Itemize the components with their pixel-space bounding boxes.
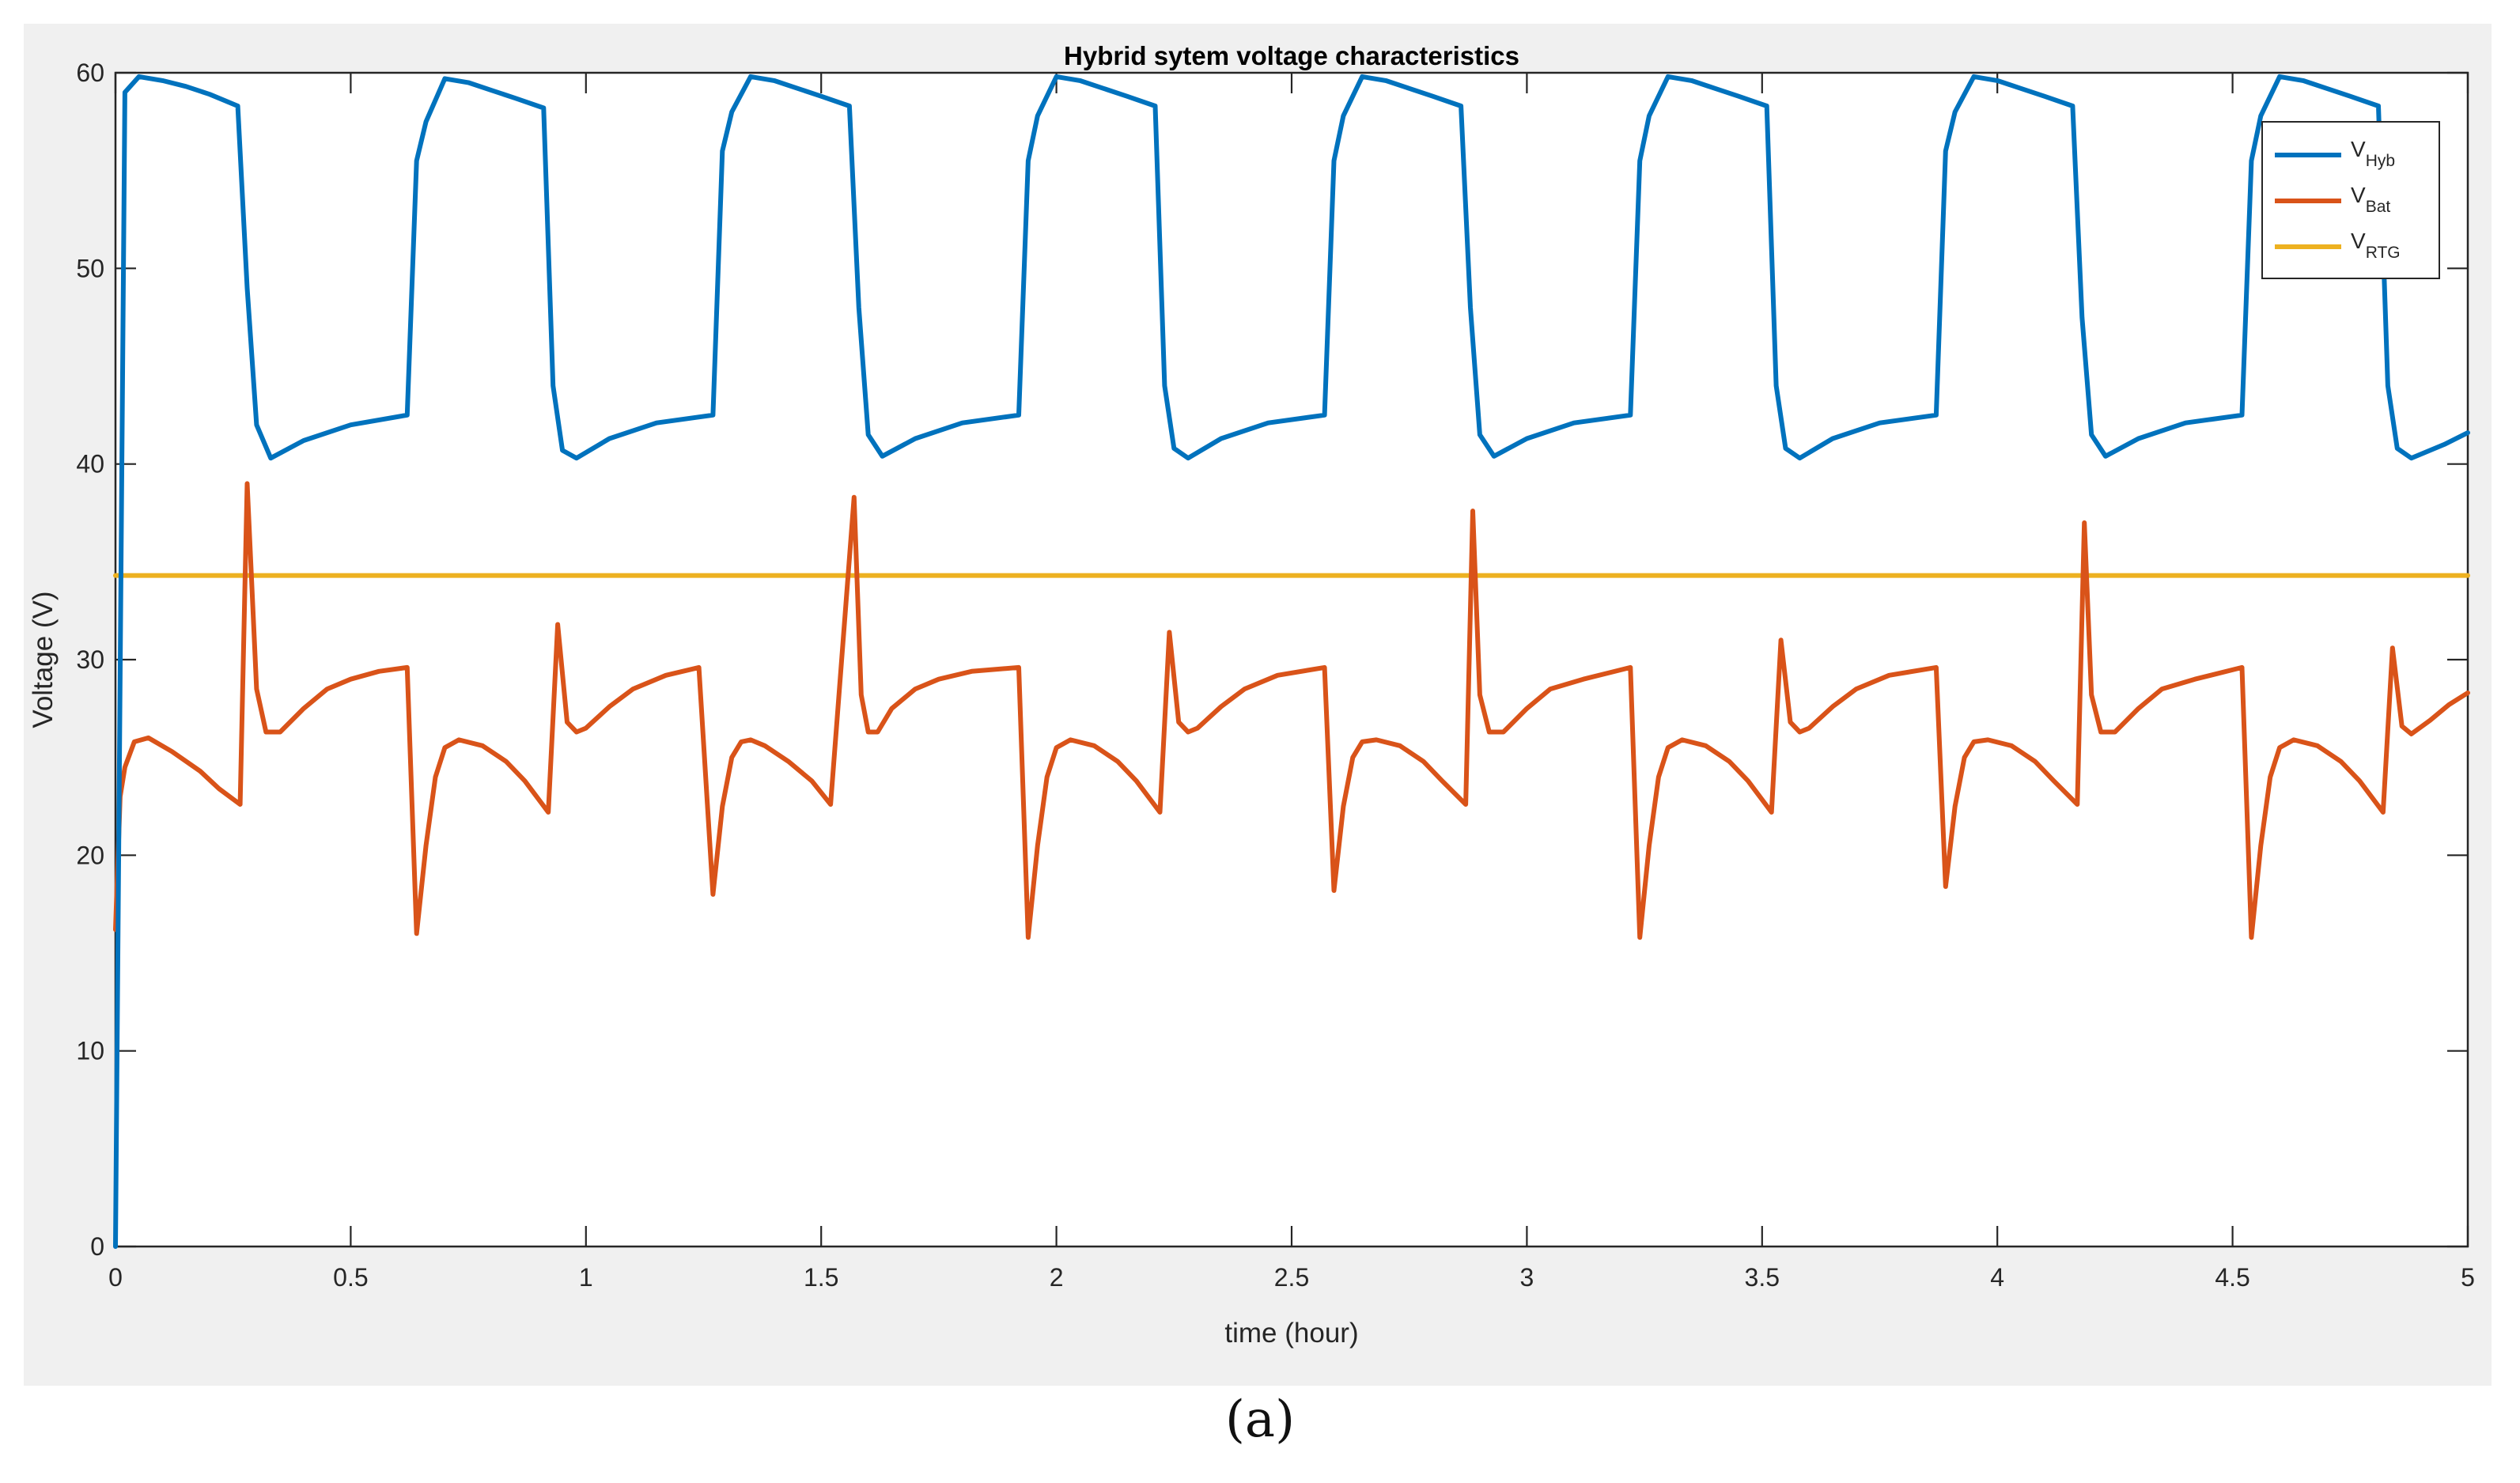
- x-tick-label: 5: [2461, 1263, 2475, 1292]
- y-tick-label: 60: [76, 59, 104, 87]
- y-tick-label: 50: [76, 254, 104, 282]
- figure-caption: (a): [1224, 1390, 1296, 1449]
- y-axis-label: Voltage (V): [28, 591, 59, 728]
- series-line-hyb: [113, 74, 2470, 1249]
- legend-label-hyb: VHyb: [2351, 137, 2395, 170]
- y-tick-label: 40: [76, 450, 104, 479]
- x-axis-label: time (hour): [1224, 1318, 1358, 1349]
- legend: VHyb VBat VRTG: [2261, 121, 2440, 279]
- x-tick-label: 1: [579, 1263, 593, 1292]
- x-tick-label: 4.5: [2215, 1263, 2249, 1292]
- x-tick-label: 3: [1520, 1263, 1534, 1292]
- x-tick-label: 2: [1050, 1263, 1064, 1292]
- series-layer: [113, 74, 2470, 1249]
- legend-label-bat: VBat: [2351, 183, 2390, 216]
- x-tick-label: 1.5: [804, 1263, 838, 1292]
- legend-label-rtg: VRTG: [2351, 229, 2401, 262]
- chart: Hybrid sytem voltage characteristics 0 0.…: [28, 41, 2475, 1349]
- series-line-bat: [113, 481, 2470, 940]
- plot-area: [114, 71, 2469, 1248]
- x-tick-label: 2.5: [1274, 1263, 1309, 1292]
- chart-title: Hybrid sytem voltage characteristics: [1064, 41, 1519, 70]
- y-tick-label: 0: [90, 1232, 104, 1261]
- x-tick-label: 0.5: [333, 1263, 368, 1292]
- x-tick-label: 4: [1990, 1263, 2004, 1292]
- x-tick-label: 0: [108, 1263, 123, 1292]
- y-tick-label: 30: [76, 645, 104, 674]
- y-tick-label: 20: [76, 841, 104, 869]
- x-tick-label: 3.5: [1745, 1263, 1780, 1292]
- y-tick-label: 10: [76, 1037, 104, 1065]
